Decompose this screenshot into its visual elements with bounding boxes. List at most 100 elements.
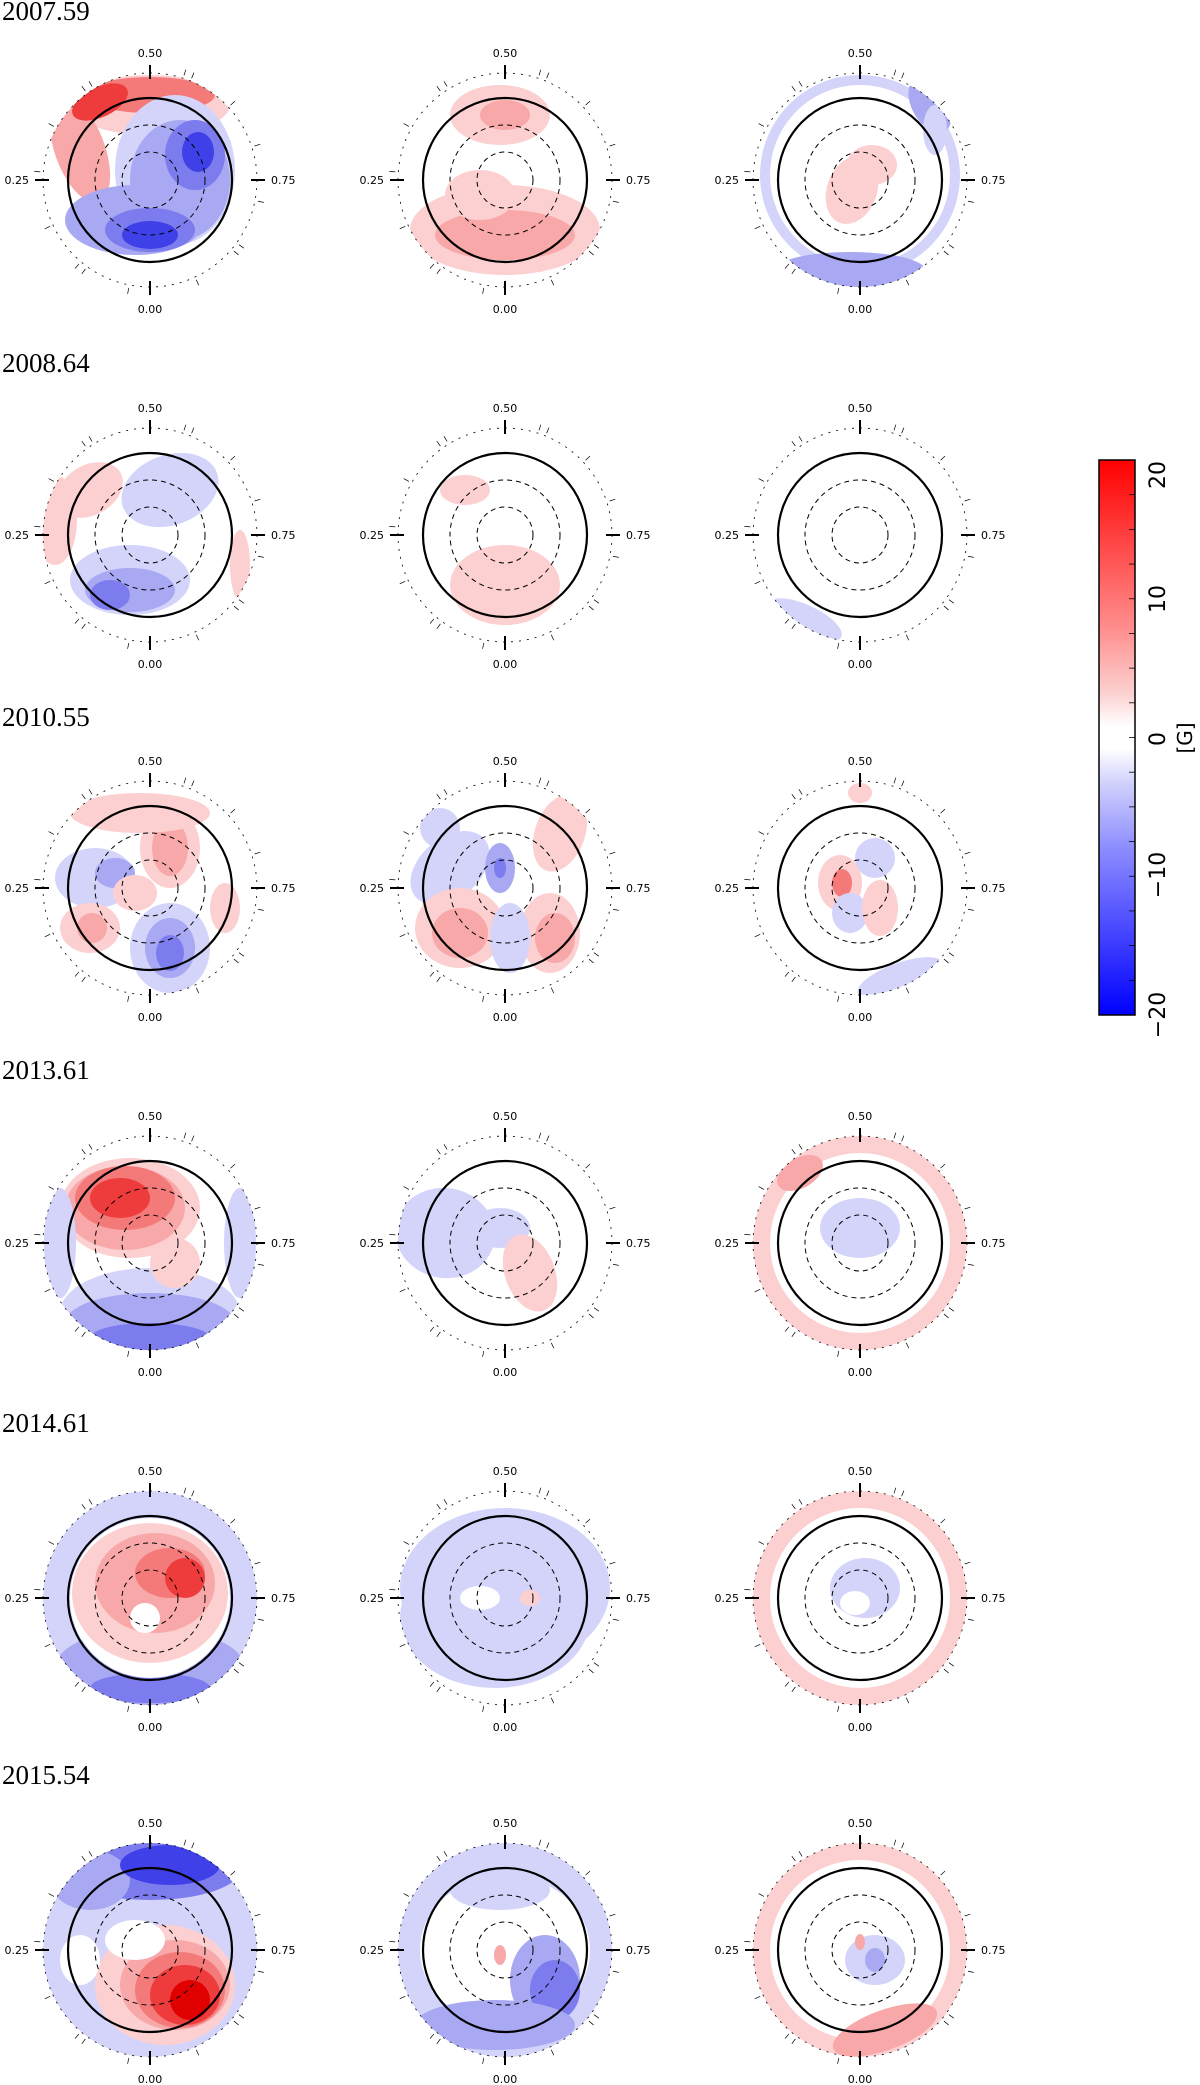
phase-minor-tick — [758, 831, 765, 835]
phase-label-right: 0.75 — [271, 1592, 296, 1605]
phase-minor-tick — [436, 85, 441, 92]
phase-minor-tick — [127, 287, 130, 294]
phase-minor-tick — [436, 2038, 441, 2045]
phase-minor-tick — [612, 1263, 619, 1266]
phase-minor-tick — [230, 455, 236, 461]
latitude-circle-60 — [121, 1214, 179, 1272]
equator-circle — [421, 451, 589, 619]
phase-minor-tick — [429, 618, 435, 624]
phase-minor-tick — [81, 1503, 86, 1510]
field-patch — [90, 1178, 150, 1218]
field-patch — [847, 145, 897, 185]
phase-minor-tick — [44, 225, 51, 230]
phase-minor-tick — [940, 455, 946, 461]
phase-minor-tick — [482, 642, 485, 649]
phase-minor-tick — [943, 605, 949, 611]
colorbar-units-label: [G] — [1173, 722, 1197, 753]
field-patch — [777, 1154, 823, 1192]
phase-minor-tick — [593, 244, 600, 249]
phase-minor-tick — [609, 498, 616, 502]
phase-minor-tick — [784, 1681, 790, 1687]
phase-minor-tick — [940, 808, 946, 814]
phase-minor-tick — [195, 987, 200, 994]
phase-minor-tick — [195, 279, 200, 286]
field-patch — [450, 545, 560, 625]
phase-label-right: 0.75 — [626, 1237, 651, 1250]
latitude-circle-30 — [804, 832, 916, 944]
phase-minor-tick — [546, 1135, 550, 1142]
phase-minor-tick — [791, 85, 796, 92]
phase-minor-tick — [612, 908, 619, 911]
phase-minor-tick — [88, 1499, 93, 1505]
phase-minor-tick — [754, 1995, 761, 2000]
colorbar-tick-0: 0 — [1146, 732, 1171, 746]
phase-minor-tick — [609, 143, 616, 147]
phase-minor-tick — [538, 777, 542, 784]
phase-label-top: 0.50 — [138, 1817, 163, 1830]
phase-minor-tick — [436, 793, 441, 800]
phase-minor-tick — [612, 555, 619, 558]
phase-minor-tick — [791, 1148, 796, 1155]
phase-minor-tick — [943, 958, 949, 964]
field-patch — [532, 794, 588, 872]
phase-minor-tick — [758, 1186, 765, 1190]
phase-minor-tick — [546, 72, 550, 79]
phase-minor-tick — [127, 2057, 130, 2064]
latitude-circle-30 — [449, 479, 561, 591]
phase-minor-tick — [550, 279, 555, 286]
phase-minor-tick — [195, 1697, 200, 1704]
phase-minor-tick — [44, 580, 51, 585]
phase-minor-tick — [195, 2049, 200, 2056]
phase-label-right: 0.75 — [271, 529, 296, 542]
phase-minor-tick — [230, 100, 236, 106]
field-patch — [122, 221, 178, 249]
phase-label-top: 0.50 — [493, 1817, 518, 1830]
phase-label-top: 0.50 — [493, 755, 518, 768]
field-patch — [170, 1980, 210, 2020]
phase-minor-tick — [798, 789, 803, 795]
phase-label-top: 0.50 — [138, 755, 163, 768]
latitude-circle-60 — [476, 859, 534, 917]
phase-minor-tick — [254, 1206, 261, 1210]
equator-circle — [421, 1866, 589, 2034]
phase-minor-tick — [967, 908, 974, 911]
latitude-circle-30 — [804, 124, 916, 236]
field-patch — [230, 530, 250, 600]
phase-minor-tick — [48, 1893, 55, 1897]
phase-minor-tick — [593, 1662, 600, 1667]
polar-map-2007.59-radial: 0.50 0.00 0.25 0.75 — [5, 47, 296, 316]
epoch-label-3: 2010.55 — [2, 702, 90, 732]
phase-minor-tick — [238, 1662, 245, 1667]
phase-minor-tick — [403, 123, 410, 127]
phase-minor-tick — [443, 81, 448, 87]
phase-minor-tick — [948, 1307, 955, 1312]
phase-minor-tick — [893, 777, 897, 784]
phase-minor-tick — [901, 1490, 905, 1497]
phase-minor-tick — [609, 851, 616, 855]
phase-minor-tick — [183, 777, 187, 784]
phase-minor-tick — [183, 1487, 187, 1494]
phase-minor-tick — [257, 1618, 264, 1621]
phase-minor-tick — [436, 976, 441, 983]
phase-minor-tick — [233, 958, 239, 964]
phase-label-right: 0.75 — [981, 882, 1006, 895]
phase-minor-tick — [257, 555, 264, 558]
phase-minor-tick — [798, 1499, 803, 1505]
phase-minor-tick — [588, 605, 594, 611]
phase-label-right: 0.75 — [626, 882, 651, 895]
phase-minor-tick — [44, 1995, 51, 2000]
phase-minor-tick — [48, 478, 55, 482]
field-patch — [775, 252, 925, 287]
phase-minor-tick — [191, 1490, 195, 1497]
phase-minor-tick — [588, 958, 594, 964]
phase-minor-tick — [550, 987, 555, 994]
phase-minor-tick — [791, 1331, 796, 1338]
latitude-circle-30 — [804, 1187, 916, 1299]
phase-minor-tick — [436, 623, 441, 630]
phase-label-bottom: 0.00 — [848, 1366, 873, 1379]
latitude-circle-30 — [94, 124, 206, 236]
field-patch — [768, 598, 842, 642]
field-patch — [44, 1188, 76, 1298]
phase-minor-tick — [48, 1186, 55, 1190]
